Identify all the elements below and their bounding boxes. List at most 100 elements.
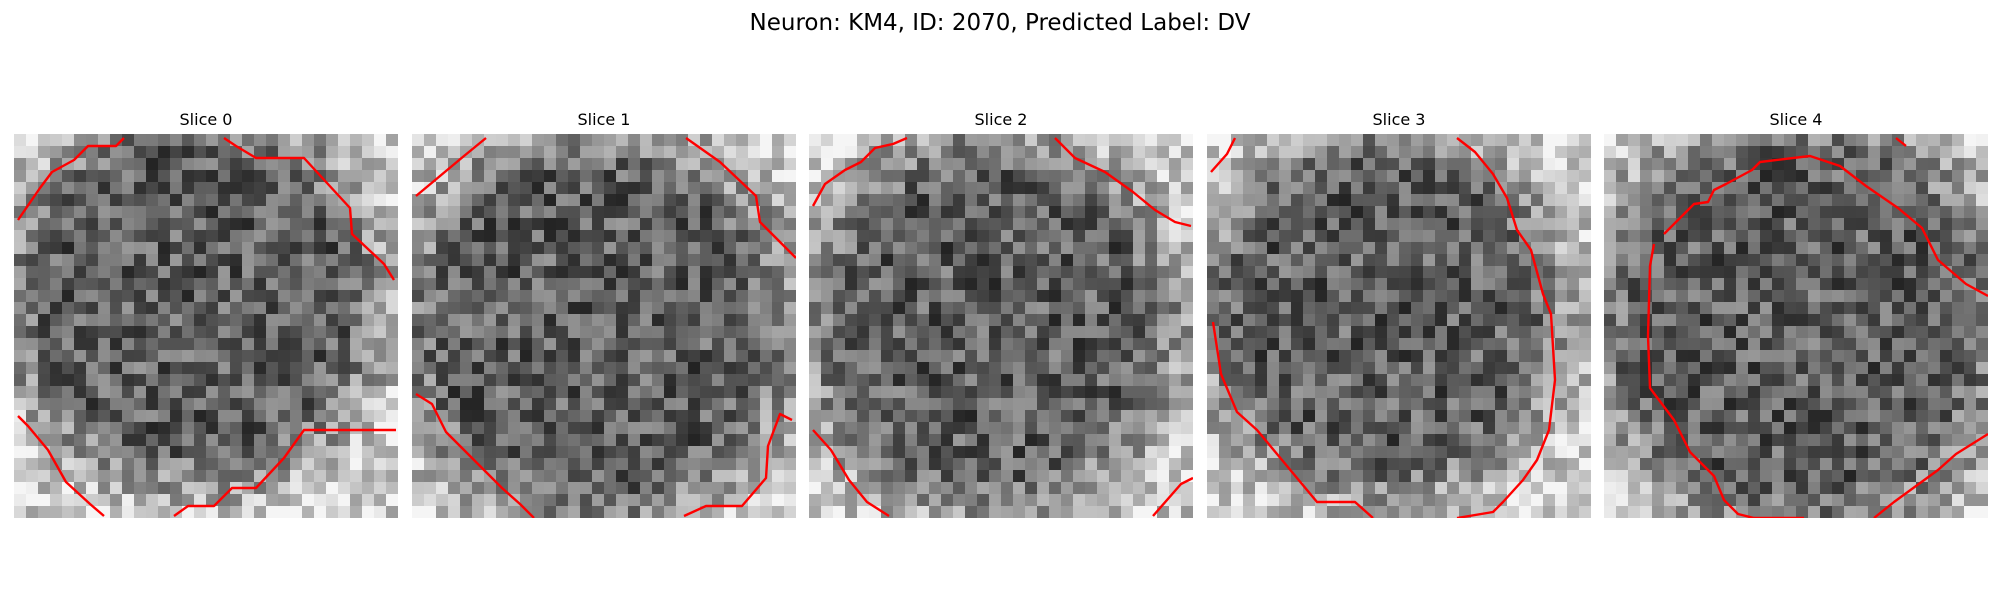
image-pixel <box>568 278 581 291</box>
image-pixel <box>1073 338 1086 351</box>
image-pixel <box>1640 158 1653 171</box>
image-pixel <box>326 422 339 435</box>
image-pixel <box>1964 410 1977 423</box>
image-pixel <box>1073 434 1086 447</box>
image-pixel <box>302 422 315 435</box>
image-pixel <box>1327 326 1340 339</box>
image-pixel <box>724 218 737 231</box>
image-pixel <box>712 446 725 459</box>
image-pixel <box>1327 278 1340 291</box>
image-pixel <box>266 254 279 267</box>
image-pixel <box>568 326 581 339</box>
image-pixel <box>1351 386 1364 399</box>
image-pixel <box>110 506 123 518</box>
image-pixel <box>893 458 906 471</box>
image-pixel <box>14 398 27 411</box>
image-pixel <box>1459 242 1472 255</box>
image-pixel <box>640 374 653 387</box>
image-pixel <box>520 242 533 255</box>
image-pixel <box>1267 278 1280 291</box>
image-pixel <box>314 494 327 507</box>
image-pixel <box>580 206 593 219</box>
image-pixel <box>1543 470 1556 483</box>
image-pixel <box>1435 506 1448 518</box>
image-pixel <box>460 302 473 315</box>
image-pixel <box>1411 494 1424 507</box>
image-pixel <box>362 398 375 411</box>
image-pixel <box>386 242 398 255</box>
image-pixel <box>74 434 87 447</box>
image-pixel <box>1868 338 1881 351</box>
image-pixel <box>1892 434 1905 447</box>
image-pixel <box>314 434 327 447</box>
image-pixel <box>544 266 557 279</box>
image-pixel <box>1471 230 1484 243</box>
image-pixel <box>1363 506 1376 518</box>
image-pixel <box>1315 182 1328 195</box>
image-pixel <box>1339 458 1352 471</box>
image-pixel <box>1279 194 1292 207</box>
image-pixel <box>1664 146 1677 159</box>
image-pixel <box>1700 146 1713 159</box>
image-pixel <box>989 410 1002 423</box>
image-pixel <box>881 146 894 159</box>
image-pixel <box>158 158 171 171</box>
image-pixel <box>1495 506 1508 518</box>
image-pixel <box>158 338 171 351</box>
image-pixel <box>206 218 219 231</box>
image-pixel <box>362 158 375 171</box>
image-pixel <box>338 494 351 507</box>
image-pixel <box>1061 374 1074 387</box>
image-pixel <box>1013 326 1026 339</box>
image-pixel <box>122 182 135 195</box>
image-pixel <box>1073 410 1086 423</box>
image-pixel <box>110 254 123 267</box>
image-pixel <box>1001 482 1014 495</box>
image-pixel <box>362 506 375 518</box>
image-pixel <box>1640 230 1653 243</box>
image-pixel <box>134 254 147 267</box>
image-pixel <box>1315 386 1328 399</box>
image-pixel <box>460 398 473 411</box>
image-pixel <box>1255 386 1268 399</box>
image-pixel <box>556 350 569 363</box>
image-pixel <box>1145 242 1158 255</box>
image-pixel <box>604 446 617 459</box>
image-pixel <box>556 170 569 183</box>
image-pixel <box>1976 254 1988 267</box>
image-pixel <box>1061 398 1074 411</box>
image-pixel <box>544 362 557 375</box>
image-pixel <box>905 482 918 495</box>
image-pixel <box>1820 350 1833 363</box>
image-pixel <box>436 326 449 339</box>
image-pixel <box>592 266 605 279</box>
image-pixel <box>845 314 858 327</box>
image-pixel <box>146 158 159 171</box>
image-pixel <box>182 398 195 411</box>
image-pixel <box>1868 326 1881 339</box>
image-pixel <box>845 218 858 231</box>
image-pixel <box>424 362 437 375</box>
image-pixel <box>266 170 279 183</box>
image-pixel <box>1085 218 1098 231</box>
image-pixel <box>1856 362 1869 375</box>
image-pixel <box>616 362 629 375</box>
image-pixel <box>350 494 363 507</box>
image-pixel <box>1423 278 1436 291</box>
image-pixel <box>1772 146 1785 159</box>
image-pixel <box>1820 278 1833 291</box>
image-pixel <box>1037 326 1050 339</box>
image-pixel <box>1097 506 1110 518</box>
image-pixel <box>784 362 796 375</box>
image-pixel <box>472 158 485 171</box>
image-pixel <box>508 338 521 351</box>
image-pixel <box>86 446 99 459</box>
image-pixel <box>700 506 713 518</box>
image-pixel <box>1267 374 1280 387</box>
image-pixel <box>917 314 930 327</box>
image-pixel <box>278 290 291 303</box>
image-pixel <box>941 278 954 291</box>
image-pixel <box>1375 302 1388 315</box>
image-pixel <box>1351 482 1364 495</box>
image-pixel <box>218 422 231 435</box>
